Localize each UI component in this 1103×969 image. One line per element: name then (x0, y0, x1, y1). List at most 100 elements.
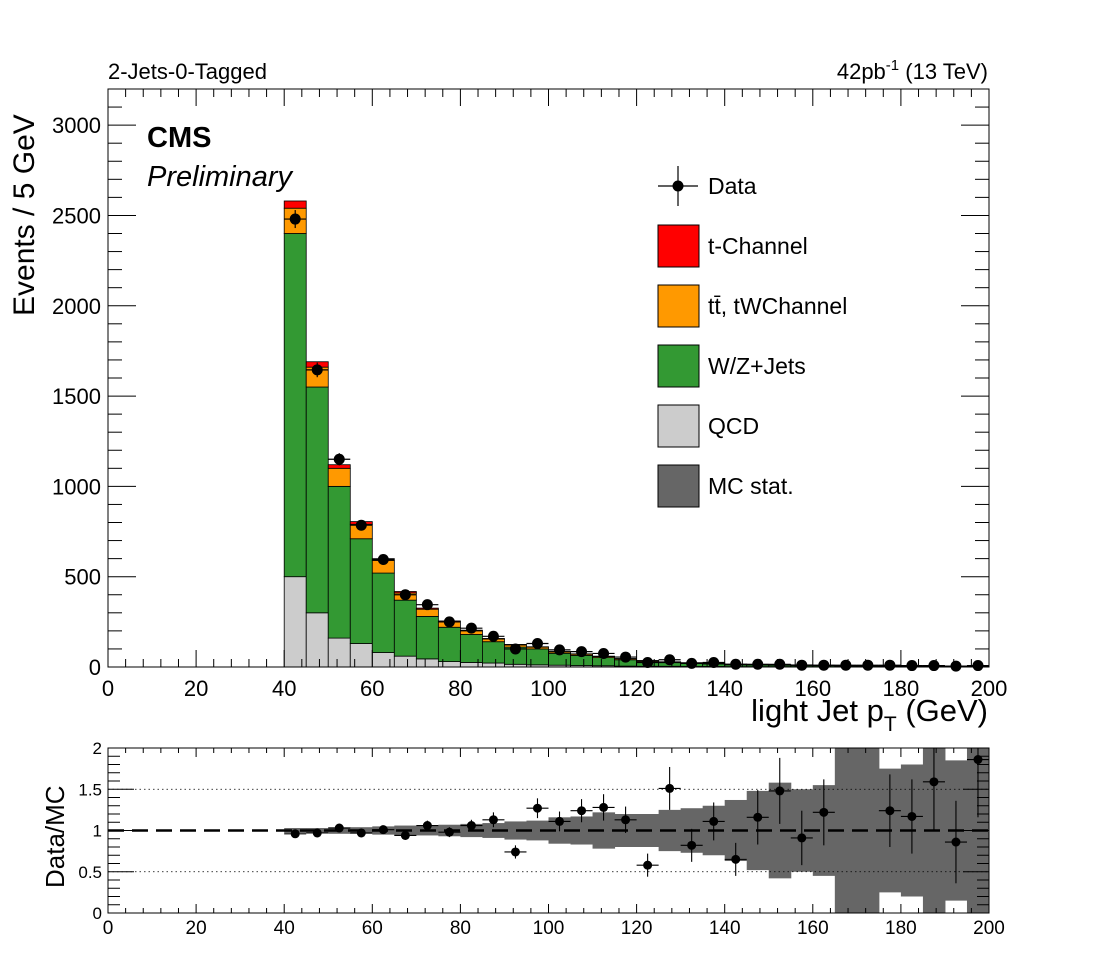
legend-label: W/Z+Jets (708, 353, 806, 379)
ratio-point (372, 825, 395, 835)
data-point (790, 659, 813, 671)
x-axis-title-text: light Jet p (751, 693, 884, 728)
data-point (438, 616, 461, 628)
ratio-point (526, 798, 549, 819)
histogram-bar-wzjets (305, 386, 329, 614)
legend-label: tt̄, tWChannel (708, 293, 847, 319)
data-point (834, 659, 857, 671)
data-point (526, 638, 549, 650)
ratio-point (790, 810, 813, 866)
ratio-y-tick-label: 0 (93, 904, 102, 923)
data-point (702, 656, 725, 668)
legend-item-tchannel: t-Channel (657, 224, 808, 268)
data-point (900, 660, 923, 672)
histogram-bar-qcd (482, 662, 505, 668)
x-tick-label: 200 (973, 918, 1005, 939)
histogram-bar-qcd (371, 652, 395, 668)
x-tick-label: 120 (621, 918, 653, 939)
ratio-y-axis-title: Data/MC (40, 785, 70, 888)
x-tick-label: 120 (618, 676, 655, 701)
data-point (592, 647, 615, 659)
data-point (658, 654, 681, 666)
ratio-point (284, 829, 307, 839)
histogram-bar-tchannel (283, 200, 307, 209)
data-point (878, 659, 901, 671)
histogram-bar-qcd (415, 658, 439, 668)
main-x-axis: 0 20 40 60 80 100 120 140 160 180 200 (102, 89, 1007, 701)
ratio-points (284, 748, 989, 884)
y-tick-label: 1000 (52, 474, 101, 499)
x-tick-label: 0 (103, 918, 114, 939)
x-tick-label: 80 (448, 676, 472, 701)
y-tick-label: 2000 (52, 294, 101, 319)
data-point (812, 659, 835, 671)
histogram-bar-wzjets (526, 648, 549, 666)
legend-label: QCD (708, 413, 759, 439)
ratio-point (482, 812, 505, 828)
status-label: Preliminary (147, 161, 294, 193)
data-point (856, 659, 879, 671)
lumi-value: 42pb (837, 59, 886, 84)
ratio-point (878, 774, 901, 847)
main-y-axis: 0 500 1000 1500 2000 2500 3000 (52, 88, 989, 680)
ratio-y-tick-label: 1.5 (78, 780, 102, 799)
legend-item-ttbar: tt̄, tWChannel (657, 284, 847, 328)
ratio-point (614, 806, 637, 833)
data-point (504, 643, 527, 655)
ratio-point (570, 799, 593, 823)
x-tick-label: 0 (102, 676, 114, 701)
data-point (636, 656, 659, 668)
ratio-point (812, 779, 835, 846)
ratio-point (394, 830, 417, 840)
histogram-bar-ttbar (415, 608, 439, 617)
ratio-point (900, 779, 923, 854)
legend-item-wzjets: W/Z+Jets (657, 344, 806, 388)
x-tick-label: 180 (885, 918, 917, 939)
ratio-point (680, 828, 703, 862)
x-tick-label: 140 (706, 676, 743, 701)
x-axis-title-subscript: T (884, 713, 897, 736)
legend-label: t-Channel (708, 233, 808, 259)
x-tick-label: 140 (709, 918, 741, 939)
data-point (328, 453, 351, 466)
data-point (922, 660, 945, 672)
ratio-point (548, 811, 571, 832)
x-tick-label: 80 (450, 918, 471, 939)
y-tick-label: 500 (64, 565, 101, 590)
histogram-bar-qcd (283, 576, 307, 668)
histogram-bar-qcd (393, 655, 417, 668)
legend-swatch-mcstat (657, 464, 700, 508)
x-tick-label: 20 (186, 918, 207, 939)
x-tick-label: 160 (794, 676, 831, 701)
ratio-point (592, 794, 615, 821)
x-tick-label: 20 (184, 676, 208, 701)
ratio-point (724, 842, 747, 876)
legend-item-qcd: QCD (657, 404, 759, 448)
data-point (548, 644, 571, 656)
data-point (680, 657, 703, 669)
mc-stat-band-bin (526, 820, 549, 841)
lumi-unit-exponent: -1 (886, 57, 899, 74)
main-y-axis-title: Events / 5 GeV (8, 114, 41, 316)
mc-stat-band-bin (504, 821, 527, 840)
x-tick-label: 180 (883, 676, 920, 701)
ratio-point (768, 757, 791, 824)
legend-item-data: Data (658, 166, 757, 206)
data-point (460, 622, 483, 634)
ratio-x-axis: 0 20 40 60 80 100 120 140 160 180 200 (103, 748, 1005, 939)
data-point (372, 554, 395, 566)
histogram-bar-wzjets (283, 233, 307, 578)
ratio-point (944, 800, 967, 884)
y-tick-label: 2500 (52, 203, 101, 228)
histogram-bar-wzjets (415, 616, 439, 660)
data-point (614, 651, 637, 663)
ratio-point (306, 828, 329, 838)
histogram-bar-qcd (437, 661, 461, 668)
x-axis-title-unit: (GeV) (897, 693, 988, 728)
data-point (966, 660, 989, 672)
histogram-bar-wzjets (371, 572, 395, 653)
ratio-point (922, 748, 945, 832)
ratio-point (328, 823, 351, 833)
experiment-label: CMS (147, 122, 211, 154)
